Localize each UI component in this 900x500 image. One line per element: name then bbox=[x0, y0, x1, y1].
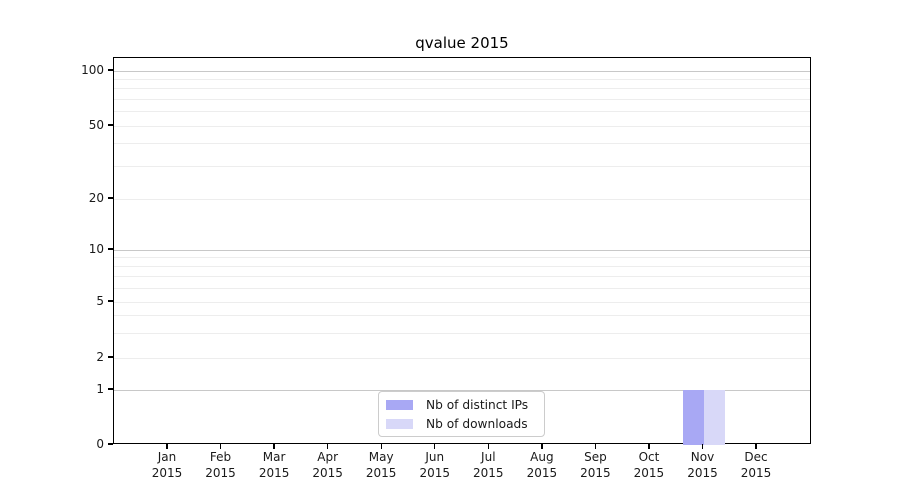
gridline-minor bbox=[114, 111, 810, 113]
gridline-minor bbox=[114, 166, 810, 168]
gridline-minor bbox=[114, 143, 810, 145]
gridline-major bbox=[114, 70, 810, 72]
gridline-minor bbox=[114, 332, 810, 334]
x-tick-label: Aug 2015 bbox=[526, 450, 558, 480]
y-tick-label: 1 bbox=[96, 382, 104, 396]
y-tick-label: 20 bbox=[88, 191, 104, 205]
x-tick-label: Sep 2015 bbox=[580, 450, 611, 480]
gridline-minor bbox=[114, 315, 810, 317]
y-tick-mark bbox=[108, 197, 113, 199]
bar-distinct-ips bbox=[682, 390, 704, 445]
gridline-minor bbox=[114, 357, 810, 359]
x-tick-label: Jun 2015 bbox=[419, 450, 451, 480]
y-tick-mark bbox=[108, 248, 113, 250]
legend: Nb of distinct IPs Nb of downloads bbox=[378, 391, 545, 437]
x-tick-mark bbox=[701, 444, 704, 449]
gridline-minor bbox=[114, 266, 810, 268]
x-tick-label: Mar 2015 bbox=[258, 450, 290, 480]
y-tick-mark bbox=[108, 69, 113, 71]
x-tick-mark bbox=[380, 444, 382, 449]
gridline-minor bbox=[114, 198, 810, 200]
x-tick-mark bbox=[166, 444, 168, 449]
gridline-minor bbox=[114, 88, 810, 90]
y-tick-mark bbox=[108, 356, 113, 358]
x-tick-label: Dec 2015 bbox=[740, 450, 772, 480]
bar-downloads bbox=[703, 390, 725, 445]
gridline-major bbox=[114, 249, 810, 251]
y-tick-label: 0 bbox=[96, 437, 104, 451]
y-tick-label: 50 bbox=[88, 118, 104, 132]
gridline-minor bbox=[114, 287, 810, 289]
chart-title: qvalue 2015 bbox=[415, 34, 509, 52]
x-tick-mark bbox=[594, 444, 597, 449]
y-tick-label: 5 bbox=[96, 294, 104, 308]
x-tick-mark bbox=[273, 444, 275, 449]
x-tick-mark bbox=[487, 444, 489, 449]
y-tick-mark bbox=[108, 443, 113, 445]
x-tick-mark bbox=[219, 444, 222, 449]
legend-swatch-distinct-ips bbox=[386, 399, 413, 410]
gridline-major bbox=[114, 389, 810, 391]
x-tick-label: Jan 2015 bbox=[151, 450, 183, 480]
x-tick-mark bbox=[755, 444, 757, 449]
y-tick-label: 10 bbox=[88, 242, 104, 256]
y-tick-label: 2 bbox=[96, 350, 104, 364]
x-tick-mark bbox=[434, 444, 436, 449]
legend-row: Nb of downloads bbox=[386, 417, 538, 431]
y-tick-label: 100 bbox=[81, 63, 104, 77]
gridline-minor bbox=[114, 257, 810, 259]
gridline-minor bbox=[114, 125, 810, 127]
y-tick-mark bbox=[108, 388, 113, 390]
plot-area bbox=[113, 57, 811, 445]
x-tick-mark bbox=[541, 444, 543, 449]
x-tick-label: Jul 2015 bbox=[473, 450, 504, 480]
legend-label: Nb of distinct IPs bbox=[426, 397, 529, 412]
x-tick-label: Apr 2015 bbox=[312, 450, 343, 480]
legend-row: Nb of distinct IPs bbox=[386, 398, 538, 412]
gridline-minor bbox=[114, 98, 810, 100]
gridline-minor bbox=[114, 78, 810, 80]
x-tick-label: Nov 2015 bbox=[687, 450, 718, 480]
y-tick-mark bbox=[108, 300, 113, 302]
x-tick-label: May 2015 bbox=[365, 450, 397, 480]
gridline-minor bbox=[114, 276, 810, 278]
y-tick-mark bbox=[108, 124, 113, 126]
x-tick-label: Oct 2015 bbox=[633, 450, 665, 480]
x-tick-mark bbox=[648, 444, 650, 449]
legend-swatch-downloads bbox=[386, 418, 413, 429]
legend-label: Nb of downloads bbox=[426, 416, 528, 431]
x-tick-label: Feb 2015 bbox=[205, 450, 236, 480]
gridline-minor bbox=[114, 301, 810, 303]
x-tick-mark bbox=[326, 444, 329, 449]
